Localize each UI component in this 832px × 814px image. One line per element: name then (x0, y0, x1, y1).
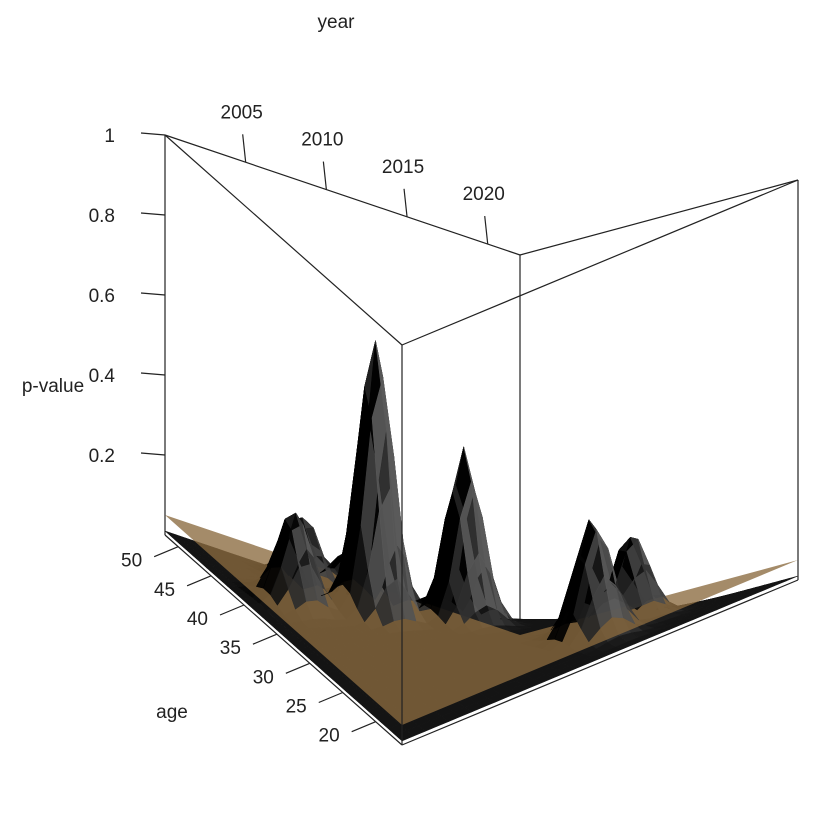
z-axis-title: p-value (22, 376, 84, 397)
y-tick-mark (153, 546, 179, 558)
y-axis-title: age (156, 702, 188, 723)
box-edge-top-right (519, 179, 799, 256)
z-tick-label: 1 (104, 126, 115, 147)
z-tick-mark (140, 452, 166, 456)
z-tick-mark (140, 292, 166, 296)
x-tick-mark (242, 134, 247, 163)
surface-cell-peak (649, 565, 670, 602)
y-tick-mark (252, 633, 278, 645)
x-axis-title: year (318, 12, 356, 33)
y-tick-label: 45 (154, 580, 175, 601)
x-tick-mark (403, 188, 408, 217)
box-edge-top-left (164, 134, 403, 346)
z-tick-label: 0.8 (89, 206, 115, 227)
surface-cell-peak (309, 564, 329, 608)
y-tick-label: 50 (121, 551, 142, 572)
z-tick-label: 0.6 (89, 286, 115, 307)
y-tick-label: 20 (319, 726, 340, 747)
x-tick-label: 2020 (463, 184, 505, 205)
y-tick-label: 30 (253, 667, 274, 688)
y-tick-label: 25 (286, 697, 307, 718)
box-edge-bottom-front (401, 579, 799, 746)
surface-cell-peak (645, 570, 666, 605)
box-edge-top-front (401, 179, 799, 346)
x-tick-mark (484, 216, 489, 245)
y-tick-label: 35 (220, 638, 241, 659)
x-tick-label: 2005 (221, 102, 263, 123)
surface-cell-peak (313, 557, 333, 600)
y-tick-mark (219, 604, 245, 616)
box-edge-top-back (164, 134, 521, 256)
x-tick-label: 2015 (382, 157, 424, 178)
y-tick-mark (351, 721, 376, 733)
z-tick-label: 0.2 (89, 446, 115, 467)
y-tick-mark (318, 691, 343, 704)
z-tick-mark (140, 372, 166, 376)
z-tick-mark (140, 132, 166, 136)
z-tick-mark (140, 212, 166, 216)
surface-cell-peak (493, 578, 513, 619)
surface-cell-peak (489, 570, 509, 620)
z-tick-label: 0.4 (89, 366, 116, 387)
x-tick-label: 2010 (301, 130, 343, 151)
surface-layer (164, 340, 799, 742)
x-tick-mark (322, 161, 327, 190)
surface-cell (778, 575, 799, 584)
y-tick-mark (285, 662, 311, 674)
plot-box-back (164, 134, 799, 655)
box-edge-bottom-left (164, 534, 403, 746)
y-tick-label: 40 (187, 609, 208, 630)
plot-box-front (164, 345, 799, 746)
surface-cell-peak (619, 590, 639, 621)
y-tick-mark (186, 575, 212, 587)
reference-plane (165, 515, 798, 725)
axes-layer: 1 0.8 0.6 0.4 0.2 p-value 2005 2010 2015 2020 year… (22, 12, 505, 747)
surface-cell-peak (615, 585, 636, 625)
